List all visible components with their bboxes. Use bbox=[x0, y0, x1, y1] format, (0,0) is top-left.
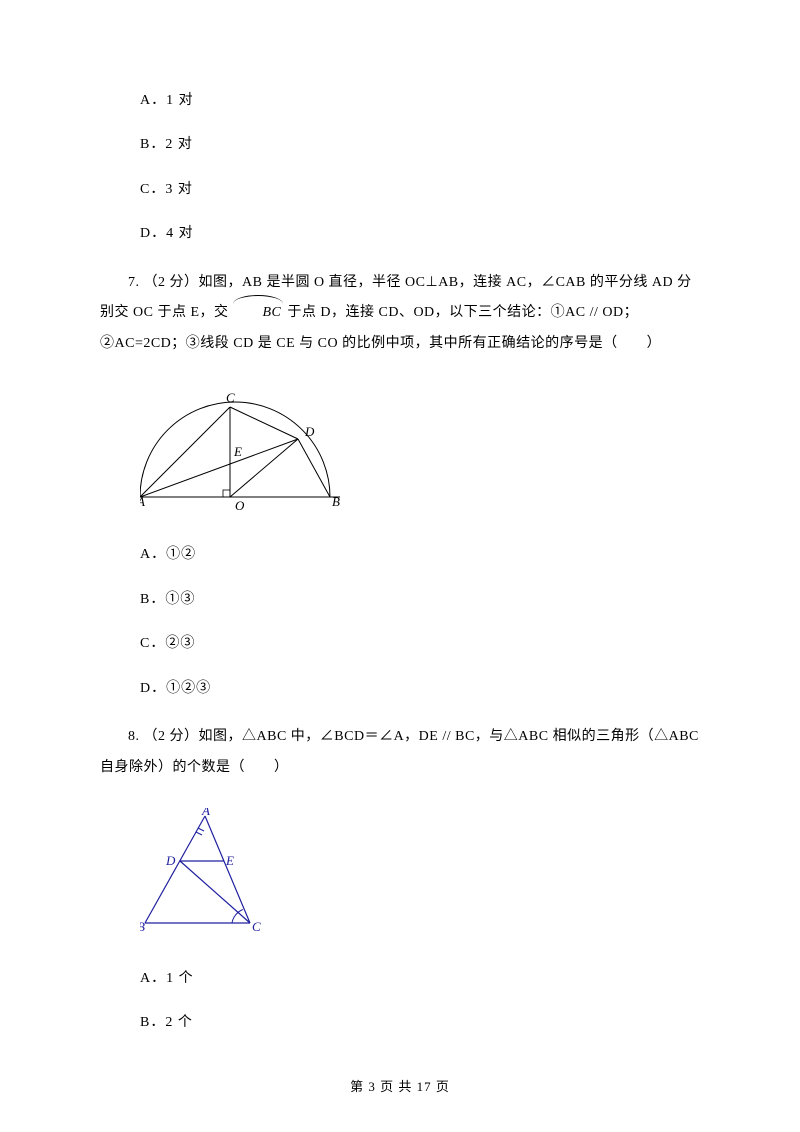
q8-text: 8. （2 分）如图，△ABC 中，∠BCD＝∠A，DE // BC，与△ABC… bbox=[100, 722, 700, 784]
svg-text:O: O bbox=[235, 498, 245, 513]
svg-text:E: E bbox=[225, 853, 234, 868]
q7-option-a: A．①② bbox=[100, 544, 700, 566]
q8-option-b: B．2 个 bbox=[100, 1012, 700, 1034]
svg-text:D: D bbox=[304, 424, 315, 439]
svg-text:D: D bbox=[165, 853, 176, 868]
q7-figure: A B C D E O bbox=[140, 384, 700, 522]
q6-option-a: A．1 对 bbox=[100, 90, 700, 112]
q6-option-d: D．4 对 bbox=[100, 223, 700, 245]
q7-option-b: B．①③ bbox=[100, 589, 700, 611]
svg-text:C: C bbox=[252, 919, 261, 934]
svg-text:B: B bbox=[332, 494, 340, 509]
q7-text: 7. （2 分）如图，AB 是半圆 O 直径，半径 OC⊥AB，连接 AC，∠C… bbox=[100, 268, 700, 360]
q6-option-c: C．3 对 bbox=[100, 179, 700, 201]
q8-figure: A B C D E bbox=[140, 808, 700, 946]
triangle-diagram: A B C D E bbox=[140, 808, 280, 938]
svg-text:C: C bbox=[226, 390, 235, 405]
q7-option-d: D．①②③ bbox=[100, 678, 700, 700]
svg-text:B: B bbox=[140, 919, 145, 934]
q7-option-c: C．②③ bbox=[100, 633, 700, 655]
arc-bc-icon: BC bbox=[233, 298, 284, 329]
semicircle-diagram: A B C D E O bbox=[140, 384, 350, 514]
svg-text:A: A bbox=[140, 494, 145, 509]
page-footer: 第 3 页 共 17 页 bbox=[0, 1077, 800, 1098]
svg-text:A: A bbox=[201, 808, 210, 818]
q6-option-b: B．2 对 bbox=[100, 134, 700, 156]
svg-text:E: E bbox=[233, 444, 242, 459]
q8-option-a: A．1 个 bbox=[100, 968, 700, 990]
